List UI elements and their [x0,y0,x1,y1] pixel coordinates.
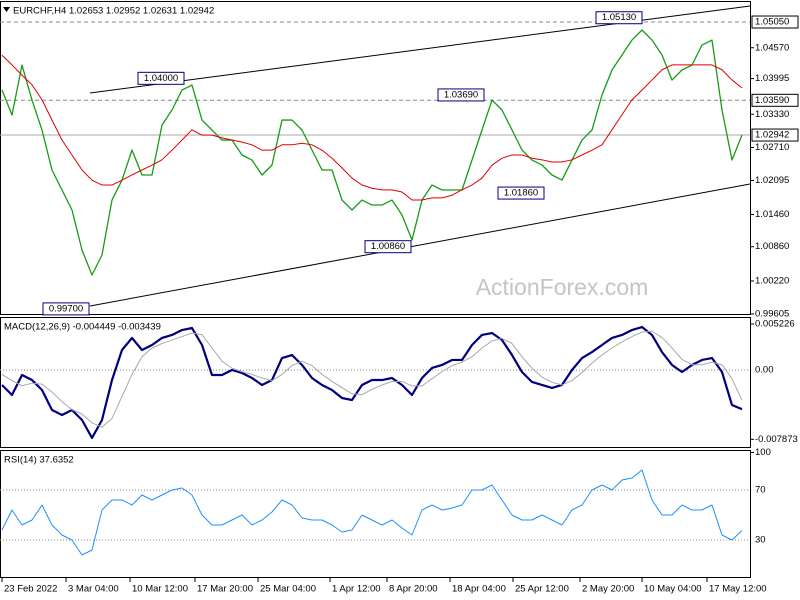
price-annotation: 1.05130 [602,12,636,23]
y-tick-label: -0.007873 [755,434,798,445]
x-tick-label: 25 Apr 12:00 [515,584,569,595]
level-box [751,128,799,142]
series-line [1,325,743,440]
watermark: ActionForex.com [476,274,649,300]
level-label: 1.03590 [755,95,789,106]
price-annotation-box [42,302,90,316]
price-annotation: 0.99700 [49,303,83,314]
y-tick-label: 1.03995 [755,73,789,84]
price-annotation: 1.04000 [144,73,178,84]
x-tick-label: 8 Apr 20:00 [389,584,438,595]
panel-title: RSI(14) 37.6352 [4,455,74,466]
y-tick-label: 1.02095 [755,175,789,186]
lower-channel-line [89,183,751,307]
level-label: 1.02942 [755,130,789,141]
price-annotation: 1.03690 [444,89,478,100]
panel-title: MACD(12,26,9) -0.004449 -0.003439 [4,322,161,333]
x-tick-label: 2 May 20:00 [582,584,634,595]
x-tick-label: 10 May 04:00 [644,584,702,595]
x-tick-label: 17 Mar 20:00 [197,584,253,595]
x-tick-label: 18 Apr 04:00 [452,584,506,595]
level-box [751,93,799,107]
level-label: 30 [755,535,766,546]
series-line [1,330,743,428]
x-tick-label: 23 Feb 2022 [4,584,57,595]
y-tick-label: 1.01460 [755,209,789,220]
panel-title: EURCHF,H4 1.02653 1.02952 1.02631 1.0294… [13,6,214,17]
level-label: 70 [755,485,766,496]
y-tick-label: 0.99605 [755,308,789,319]
price-annotation: 1.01860 [504,188,538,199]
x-tick-label: 25 Mar 04:00 [260,584,316,595]
x-tick-label: 17 May 12:00 [709,584,767,595]
price-annotation-box [364,240,412,254]
y-tick-label: 1.02710 [755,142,789,153]
series-line [1,29,743,276]
x-tick-label: 10 Mar 12:00 [132,584,188,595]
y-tick-label: 1.03330 [755,109,789,120]
x-tick-label: 3 Mar 04:00 [68,584,119,595]
panel-frame [0,450,751,578]
price-annotation-box [437,88,485,102]
panel-frame [0,1,751,315]
price-annotation: 1.00860 [371,241,405,252]
series-line [1,469,743,556]
y-tick-label: 1.00220 [755,276,789,287]
panel-frame [0,317,751,448]
series-line [1,54,743,201]
level-label: 0.00 [755,365,774,376]
y-tick-label: 1.04570 [755,42,789,53]
menu-triangle [3,7,10,12]
level-label: 1.05050 [755,17,789,28]
price-annotation-box [595,11,643,25]
level-box [751,15,799,29]
price-annotation-box [497,186,545,200]
y-tick-label: 0.005226 [755,319,795,330]
x-tick-label: 1 Apr 12:00 [332,584,381,595]
y-tick-label: 100 [755,447,771,458]
y-tick-label: 1.00860 [755,241,789,252]
price-annotation-box [137,71,185,85]
